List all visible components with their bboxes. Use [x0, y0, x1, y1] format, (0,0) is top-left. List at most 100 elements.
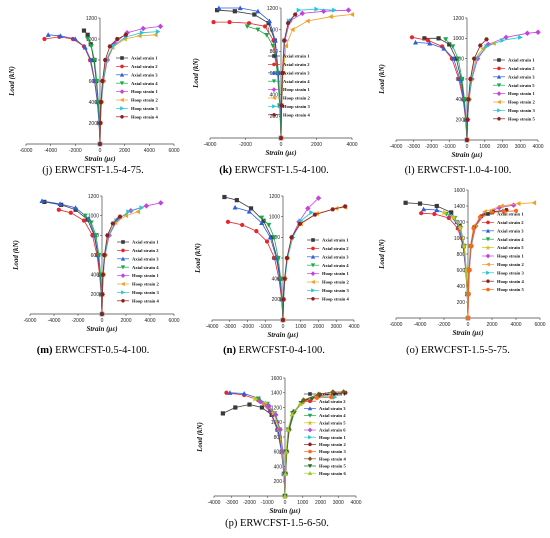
- y-tick-label: 200: [274, 479, 283, 485]
- legend-item: Axial strain 4: [307, 263, 349, 268]
- legend-item: Hoop strain 1: [304, 435, 347, 440]
- y-tick-label: 1200: [453, 16, 464, 22]
- data-point: [56, 207, 61, 212]
- legend-label: Hoop strain 1: [131, 89, 159, 94]
- data-point: [449, 210, 454, 215]
- series-line: [58, 209, 103, 315]
- y-tick-label: 600: [274, 450, 283, 456]
- data-point: [485, 262, 490, 267]
- x-tick-label: 6000: [168, 318, 179, 324]
- caption-text: ERWCFST-0.5-4-100.: [55, 345, 150, 356]
- y-tick-label: 1000: [453, 36, 464, 42]
- data-point: [123, 213, 129, 219]
- legend-item: Hoop strain 5: [482, 287, 525, 292]
- chart-panel-o: -6000 -4000 -2000 0 2000 4000 6000 200 400 600 800…: [368, 184, 548, 366]
- data-point: [247, 402, 252, 407]
- data-point: [496, 91, 502, 96]
- data-point: [524, 30, 531, 36]
- data-point: [330, 389, 336, 395]
- legend-item: Axial strain 5: [493, 83, 535, 88]
- y-tick-label: 800: [456, 56, 465, 62]
- legend-label: Axial strain 6: [319, 428, 346, 433]
- x-axis-label: Strain (με): [267, 331, 298, 339]
- series-hoop-strain-4: [278, 12, 298, 141]
- x-tick-label: -4000: [48, 318, 61, 324]
- legend-label: Axial strain 3: [132, 256, 159, 261]
- data-point: [272, 104, 277, 109]
- y-tick-label: 1200: [269, 194, 280, 200]
- legend-label: Hoop strain 2: [508, 100, 536, 105]
- x-tick-label: -6000: [390, 322, 403, 328]
- legend-label: Axial strain 3: [283, 70, 310, 75]
- data-point: [271, 235, 277, 240]
- data-point: [259, 215, 265, 221]
- x-tick-label: 2000: [315, 500, 326, 506]
- x-tick-label: -2000: [241, 324, 254, 330]
- data-point: [82, 213, 88, 219]
- legend: Axial strain 1 Axial strain 2 Axial strain…: [482, 212, 525, 292]
- legend-label: Axial strain 2: [131, 64, 158, 69]
- data-point: [271, 95, 276, 101]
- y-tick-label: 200: [456, 117, 465, 123]
- legend-label: Axial strain 2: [319, 399, 346, 404]
- data-point: [466, 291, 471, 297]
- x-tick-label: -6000: [24, 318, 37, 324]
- data-point: [484, 43, 490, 49]
- data-point: [119, 97, 124, 103]
- legend-item: Axial strain 4: [268, 79, 310, 84]
- data-point: [139, 205, 145, 211]
- data-point: [42, 199, 47, 204]
- data-point: [114, 218, 119, 224]
- data-point: [121, 299, 125, 303]
- data-point: [468, 243, 473, 249]
- y-tick-label: 400: [457, 284, 466, 290]
- y-tick-label: 800: [457, 252, 466, 258]
- data-point: [510, 202, 517, 208]
- caption-text: ERWCFST-1.0-4-100.: [417, 165, 512, 176]
- data-point: [114, 36, 120, 42]
- data-point: [85, 32, 90, 37]
- data-point: [224, 390, 229, 395]
- legend-label: Hoop strain 3: [131, 106, 159, 111]
- series-line: [44, 36, 101, 145]
- legend-item: Hoop strain 1: [493, 91, 536, 96]
- data-point: [349, 11, 355, 18]
- legend-item: Axial strain 2: [268, 62, 310, 67]
- legend-item: Hoop strain 4: [307, 296, 350, 301]
- data-point: [119, 72, 125, 77]
- x-tick-label: -2000: [243, 500, 256, 506]
- legend-label: Hoop strain 2: [497, 262, 525, 267]
- y-axis-label: Load (kN): [12, 240, 20, 271]
- data-point: [266, 21, 271, 26]
- data-point: [300, 397, 307, 403]
- data-point: [461, 97, 468, 102]
- data-point: [307, 420, 313, 426]
- chart-caption: (n) ERWCFST-0-4-100.: [186, 345, 362, 356]
- series-line: [280, 14, 353, 139]
- legend-label: Hoop strain 5: [319, 464, 347, 469]
- data-point: [496, 74, 502, 79]
- data-point: [57, 201, 63, 206]
- x-tick-label: -6000: [20, 148, 33, 154]
- legend-label: Hoop strain 5: [497, 287, 525, 292]
- legend-label: Axial strain 3: [322, 254, 349, 259]
- data-point: [271, 87, 277, 92]
- legend-label: Hoop strain 3: [508, 108, 536, 113]
- chart-panel-m: -6000-4000-20000200040006000200400600800…: [4, 190, 182, 366]
- data-point: [277, 426, 283, 433]
- data-point: [94, 78, 100, 84]
- legend-label: Axial strain 1: [322, 238, 349, 243]
- data-point: [314, 6, 320, 12]
- data-point: [272, 62, 276, 67]
- chart-caption: (p) ERWCFST-1.5-6-50.: [188, 518, 366, 529]
- data-point: [102, 57, 108, 63]
- x-tick-label: 1000: [297, 500, 308, 506]
- data-point: [310, 279, 315, 285]
- data-point: [307, 406, 313, 411]
- data-point: [421, 206, 427, 212]
- legend-item: Axial strain 3: [116, 72, 158, 77]
- data-point: [499, 203, 504, 209]
- chart-panel-p: -4000 -3000 -2000 -1000 0 1000 2000 3000 4000 200…: [188, 372, 366, 534]
- y-tick-label: 200: [91, 292, 100, 298]
- x-tick-label: -4000: [44, 148, 57, 154]
